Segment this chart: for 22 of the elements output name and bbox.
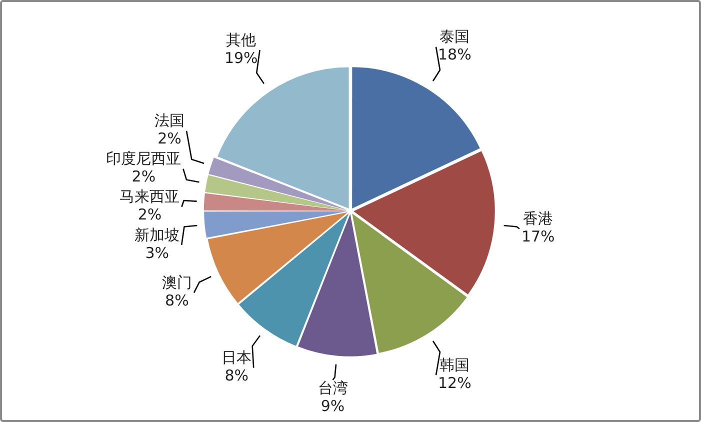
slice-label: 香港 (523, 210, 554, 228)
slice-label: 泰国 (440, 28, 470, 46)
data-label: 2% (158, 130, 182, 148)
slice-label: 日本 (222, 348, 252, 367)
data-label: 9% (320, 396, 345, 415)
data-label: 8% (165, 292, 189, 310)
slice-label: 其他 (226, 30, 256, 49)
slice-label: 法国 (154, 112, 185, 130)
slice-label: 马来西亚 (120, 188, 180, 206)
data-label: 3% (145, 244, 169, 262)
data-label: 19% (224, 48, 258, 67)
data-label: 2% (138, 206, 162, 224)
slice-label: 韩国 (440, 356, 470, 374)
data-label: 17% (521, 228, 555, 246)
slice-label: 新加坡 (134, 226, 180, 244)
data-label: 18% (438, 46, 472, 64)
slice-label: 台湾 (318, 378, 348, 397)
slice-label: 印度尼西亚 (106, 150, 182, 168)
data-label: 8% (224, 366, 249, 385)
data-label: 12% (438, 374, 472, 392)
data-label: 2% (132, 168, 156, 186)
slice-label: 澳门 (162, 274, 192, 292)
